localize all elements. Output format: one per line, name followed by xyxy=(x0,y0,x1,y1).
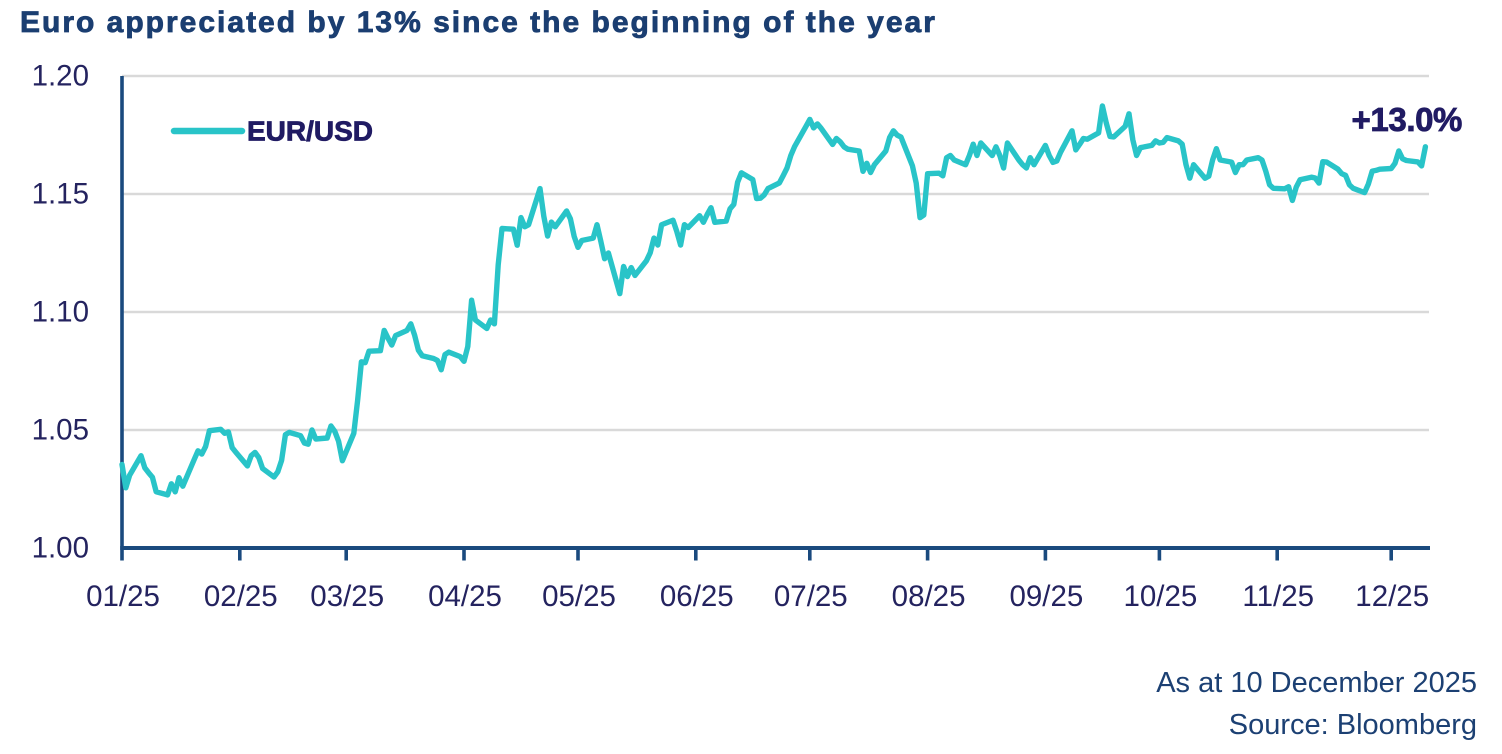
svg-text:11/25: 11/25 xyxy=(1242,580,1314,613)
svg-text:09/25: 09/25 xyxy=(1009,580,1083,613)
svg-text:03/25: 03/25 xyxy=(310,580,384,613)
svg-text:1.15: 1.15 xyxy=(32,178,89,211)
svg-text:04/25: 04/25 xyxy=(428,580,502,613)
svg-text:1.00: 1.00 xyxy=(32,532,89,565)
svg-text:1.05: 1.05 xyxy=(32,414,89,447)
svg-text:06/25: 06/25 xyxy=(660,580,734,613)
svg-text:10/25: 10/25 xyxy=(1123,580,1197,613)
svg-text:01/25: 01/25 xyxy=(86,580,160,613)
svg-text:07/25: 07/25 xyxy=(774,580,848,613)
svg-text:05/25: 05/25 xyxy=(542,580,616,613)
svg-text:1.10: 1.10 xyxy=(32,296,89,329)
svg-text:02/25: 02/25 xyxy=(204,580,278,613)
svg-text:EUR/USD: EUR/USD xyxy=(247,116,373,147)
svg-text:12/25: 12/25 xyxy=(1355,580,1429,613)
svg-text:1.20: 1.20 xyxy=(32,60,89,93)
svg-text:08/25: 08/25 xyxy=(892,580,966,613)
